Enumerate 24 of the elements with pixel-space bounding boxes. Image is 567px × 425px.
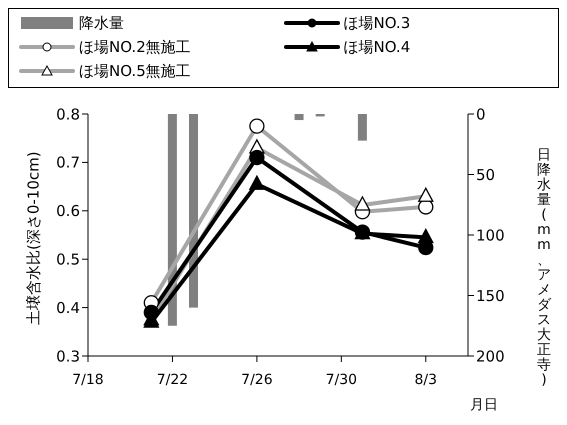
legend-label: ほ場NO.2無施工 bbox=[79, 38, 191, 56]
legend-label: ほ場NO.3 bbox=[344, 14, 410, 32]
y-axis-title: 土壌含水比(深さ0-10cm) bbox=[24, 151, 42, 325]
text: 日降水量(mm、アメダス大正寺) bbox=[537, 147, 551, 388]
x-tick-label: 7/30 bbox=[326, 372, 358, 388]
legend-label: ほ場NO.4 bbox=[344, 38, 410, 56]
y2-tick-label: 0 bbox=[476, 105, 486, 124]
legend-label: ほ場NO.5無施工 bbox=[79, 62, 191, 80]
legend-label: 降水量 bbox=[79, 14, 124, 32]
x-tick-label: 7/26 bbox=[241, 372, 273, 388]
y-tick-label: 0.8 bbox=[56, 105, 80, 124]
x-tick-label: 7/22 bbox=[156, 372, 188, 388]
x-axis-title: 月日 bbox=[470, 396, 498, 414]
y2-tick-label: 100 bbox=[476, 226, 505, 244]
y2-tick-label: 150 bbox=[476, 286, 505, 305]
x-tick-label: 7/18 bbox=[72, 372, 104, 388]
x-tick-label: 8/3 bbox=[414, 372, 438, 388]
y2-tick-label: 50 bbox=[476, 166, 496, 184]
y2-tick-label: 200 bbox=[476, 347, 505, 366]
y-tick-label: 0.6 bbox=[56, 202, 80, 220]
y-tick-label: 0.3 bbox=[56, 347, 80, 366]
y-tick-label: 0.7 bbox=[56, 154, 80, 172]
y-tick-label: 0.4 bbox=[56, 298, 80, 317]
y-tick-label: 0.5 bbox=[56, 250, 80, 269]
